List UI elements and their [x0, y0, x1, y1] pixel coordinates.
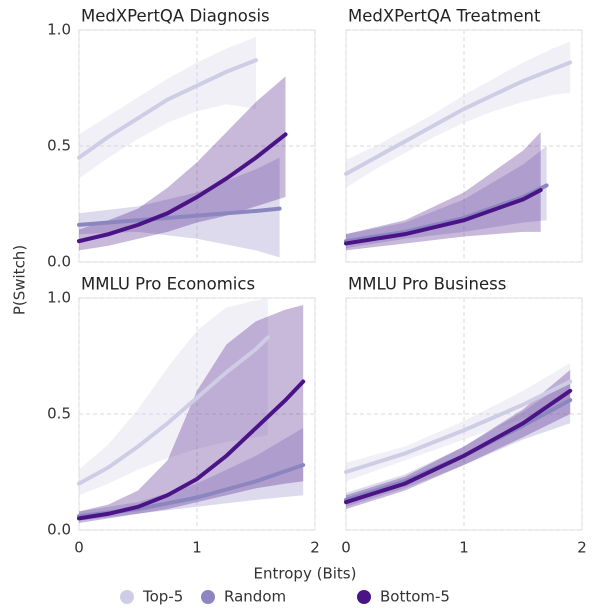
y-tick-label: 1.0: [47, 21, 71, 39]
y-tick-label: 0.0: [47, 521, 71, 539]
y-tick-label: 0.5: [47, 405, 71, 423]
panel-title: MedXPertQA Diagnosis: [81, 7, 270, 26]
fit-line: [77, 206, 282, 227]
panel-title: MedXPertQA Treatment: [348, 7, 541, 26]
fit-line: [344, 379, 573, 474]
y-tick-label: 1.0: [47, 289, 71, 307]
legend-marker: [120, 590, 134, 604]
confidence-band: [79, 304, 304, 524]
fit-line: [344, 60, 573, 176]
x-tick-label: 2: [577, 539, 587, 557]
confidence-band: [346, 146, 547, 249]
panel-title: MMLU Pro Business: [348, 275, 506, 294]
confidence-band: [79, 76, 286, 251]
panel-title: MMLU Pro Economics: [81, 275, 255, 294]
legend-marker: [357, 590, 371, 604]
fit-line: [77, 335, 270, 486]
legend-label: Bottom-5: [380, 588, 450, 606]
y-tick-label: 0.5: [47, 137, 71, 155]
x-tick-label: 1: [459, 539, 469, 557]
y-tick-label: 0.0: [47, 253, 71, 271]
x-tick-label: 2: [310, 539, 320, 557]
x-tick-label: 1: [192, 539, 202, 557]
x-tick-label: 0: [74, 539, 84, 557]
confidence-band: [346, 362, 571, 482]
legend-label: Random: [224, 588, 286, 606]
fit-line: [77, 58, 258, 160]
x-tick-label: 0: [341, 539, 351, 557]
legend-label: Top-5: [142, 588, 183, 606]
confidence-band: [79, 427, 304, 521]
x-axis-label: Entropy (Bits): [254, 565, 357, 583]
confidence-band: [79, 36, 256, 179]
confidence-band: [79, 298, 268, 496]
fit-line: [344, 188, 543, 246]
confidence-band: [346, 41, 571, 188]
fit-line: [77, 379, 306, 521]
confidence-band: [346, 132, 541, 251]
fit-line: [77, 132, 288, 244]
legend-marker: [201, 590, 215, 604]
fit-line: [344, 388, 573, 505]
y-axis-label: P(Switch): [11, 245, 29, 315]
